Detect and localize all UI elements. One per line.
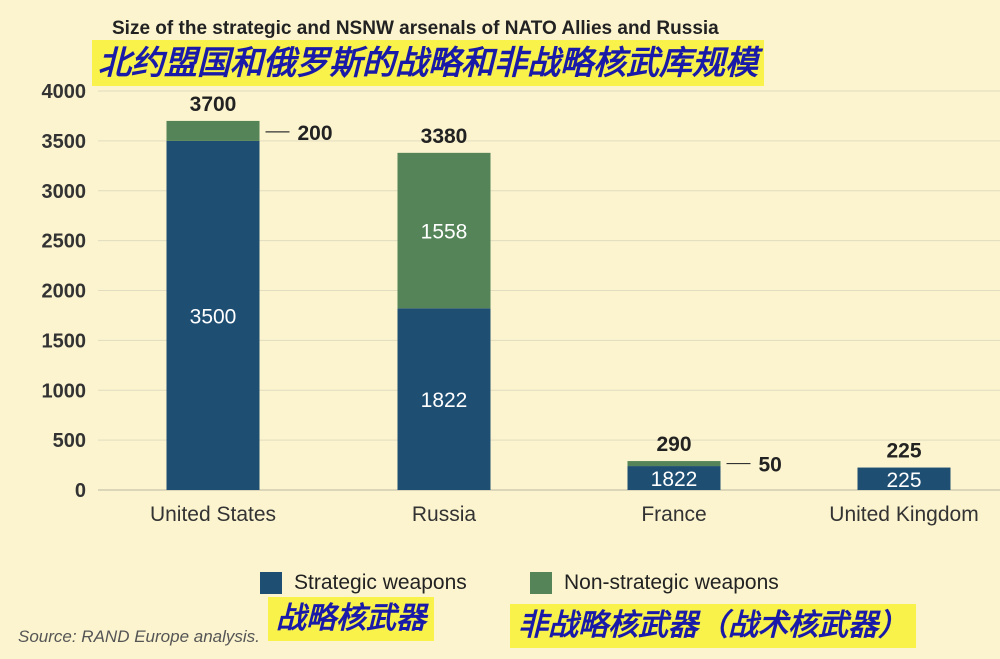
data-label-total: 3700 — [190, 93, 237, 116]
data-label-total: 290 — [656, 433, 691, 456]
data-label-strategic: 225 — [886, 469, 921, 492]
bar-strategic — [627, 466, 721, 490]
y-tick-label: 0 — [75, 480, 86, 502]
source-note: Source: RAND Europe analysis. — [18, 627, 260, 646]
annotation-non-strategic-cn: 非战略核武器（战术核武器） — [510, 604, 916, 648]
x-tick-label: United Kingdom — [829, 503, 978, 526]
data-label-strategic: 1822 — [651, 468, 698, 491]
x-tick-label: France — [641, 503, 706, 526]
legend-swatch-strategic — [260, 572, 282, 594]
y-tick-label: 4000 — [42, 81, 87, 103]
bar-strategic — [397, 308, 491, 490]
legend-non-strategic: Non-strategic weapons — [530, 570, 779, 596]
bar-strategic — [857, 467, 951, 490]
y-tick-label: 2500 — [42, 231, 87, 253]
x-tick-label: Russia — [412, 503, 477, 526]
y-tick-label: 3500 — [42, 131, 87, 153]
legend-label-strategic: Strategic weapons — [294, 571, 467, 594]
y-tick-label: 500 — [53, 430, 86, 452]
data-label-strategic: 3500 — [190, 305, 237, 328]
data-label-strategic: 1822 — [421, 389, 468, 412]
chart-title-cn: 北约盟国和俄罗斯的战略和非战略核武库规模 — [92, 40, 764, 86]
bar-strategic — [166, 140, 260, 490]
data-label-non-strategic: 200 — [298, 122, 333, 145]
annotation-strategic-cn: 战略核武器 — [268, 597, 434, 641]
y-tick-label: 3000 — [42, 181, 87, 203]
y-tick-label: 1000 — [42, 380, 87, 402]
y-tick-label: 1500 — [42, 330, 87, 352]
legend-label-non-strategic: Non-strategic weapons — [564, 571, 779, 594]
legend-strategic: Strategic weapons — [260, 570, 467, 596]
bar-non-strategic — [627, 461, 721, 467]
data-label-non-strategic: 50 — [759, 454, 782, 477]
data-label-total: 225 — [886, 440, 921, 463]
data-label-total: 3380 — [421, 125, 468, 148]
y-tick-label: 2000 — [42, 281, 87, 303]
legend-swatch-non-strategic — [530, 572, 552, 594]
chart-title-en: Size of the strategic and NSNW arsenals … — [112, 18, 719, 39]
bar-non-strategic — [166, 120, 260, 141]
data-label-non-strategic: 1558 — [421, 221, 468, 244]
bar-non-strategic — [397, 152, 491, 309]
x-tick-label: United States — [150, 503, 276, 526]
